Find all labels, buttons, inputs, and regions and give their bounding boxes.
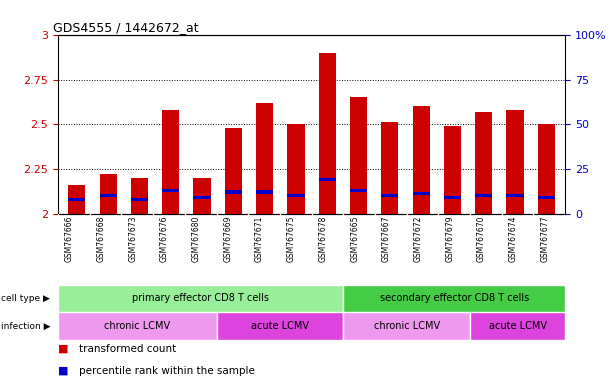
Text: GSM767670: GSM767670 (477, 216, 486, 262)
Text: primary effector CD8 T cells: primary effector CD8 T cells (132, 293, 269, 303)
Text: transformed count: transformed count (79, 344, 177, 354)
Text: GSM767666: GSM767666 (65, 216, 74, 262)
Bar (475, 112, 492, 214)
Text: GSM767673: GSM767673 (128, 216, 137, 262)
Text: cell type ▶: cell type ▶ (1, 294, 49, 303)
Text: chronic LCMV: chronic LCMV (104, 321, 170, 331)
Bar (225, 128, 242, 214)
Bar (287, 194, 304, 197)
Text: GSM767668: GSM767668 (97, 216, 106, 262)
Text: GSM767665: GSM767665 (350, 216, 359, 262)
Bar (162, 189, 180, 192)
Bar (194, 178, 211, 214)
Text: GSM767677: GSM767677 (540, 216, 549, 262)
Bar (444, 196, 461, 199)
Bar (343, 312, 470, 340)
Bar (131, 178, 148, 214)
Bar (381, 122, 398, 214)
Text: GDS4555 / 1442672_at: GDS4555 / 1442672_at (53, 21, 199, 34)
Bar (538, 124, 555, 214)
Bar (350, 98, 367, 214)
Text: GSM767674: GSM767674 (508, 216, 518, 262)
Bar (162, 110, 180, 214)
Bar (131, 198, 148, 201)
Text: GSM767676: GSM767676 (160, 216, 169, 262)
Text: percentile rank within the sample: percentile rank within the sample (79, 366, 255, 376)
Bar (381, 194, 398, 197)
Text: GSM767679: GSM767679 (445, 216, 454, 262)
Bar (470, 312, 565, 340)
Bar (287, 124, 304, 214)
Bar (538, 196, 555, 199)
Bar (412, 192, 430, 195)
Text: ■: ■ (58, 366, 68, 376)
Bar (507, 110, 524, 214)
Text: secondary effector CD8 T cells: secondary effector CD8 T cells (379, 293, 529, 303)
Bar (58, 312, 216, 340)
Text: chronic LCMV: chronic LCMV (374, 321, 440, 331)
Text: ■: ■ (58, 344, 68, 354)
Text: GSM767678: GSM767678 (318, 216, 327, 262)
Bar (475, 194, 492, 197)
Text: GSM767669: GSM767669 (224, 216, 232, 262)
Text: GSM767671: GSM767671 (255, 216, 264, 262)
Bar (58, 285, 343, 312)
Bar (507, 194, 524, 197)
Bar (68, 185, 86, 214)
Bar (68, 198, 86, 201)
Bar (350, 189, 367, 192)
Text: infection ▶: infection ▶ (1, 321, 50, 331)
Text: GSM767672: GSM767672 (414, 216, 423, 262)
Bar (225, 190, 242, 194)
Bar (256, 190, 273, 194)
Bar (100, 194, 117, 197)
Bar (319, 178, 336, 181)
Bar (256, 103, 273, 214)
Text: acute LCMV: acute LCMV (489, 321, 547, 331)
Bar (444, 126, 461, 214)
Bar (343, 285, 565, 312)
Bar (319, 53, 336, 214)
Bar (100, 174, 117, 214)
Text: GSM767680: GSM767680 (192, 216, 200, 262)
Text: GSM767667: GSM767667 (382, 216, 391, 262)
Bar (412, 106, 430, 214)
Bar (216, 312, 343, 340)
Bar (194, 196, 211, 199)
Text: acute LCMV: acute LCMV (251, 321, 309, 331)
Text: GSM767675: GSM767675 (287, 216, 296, 262)
